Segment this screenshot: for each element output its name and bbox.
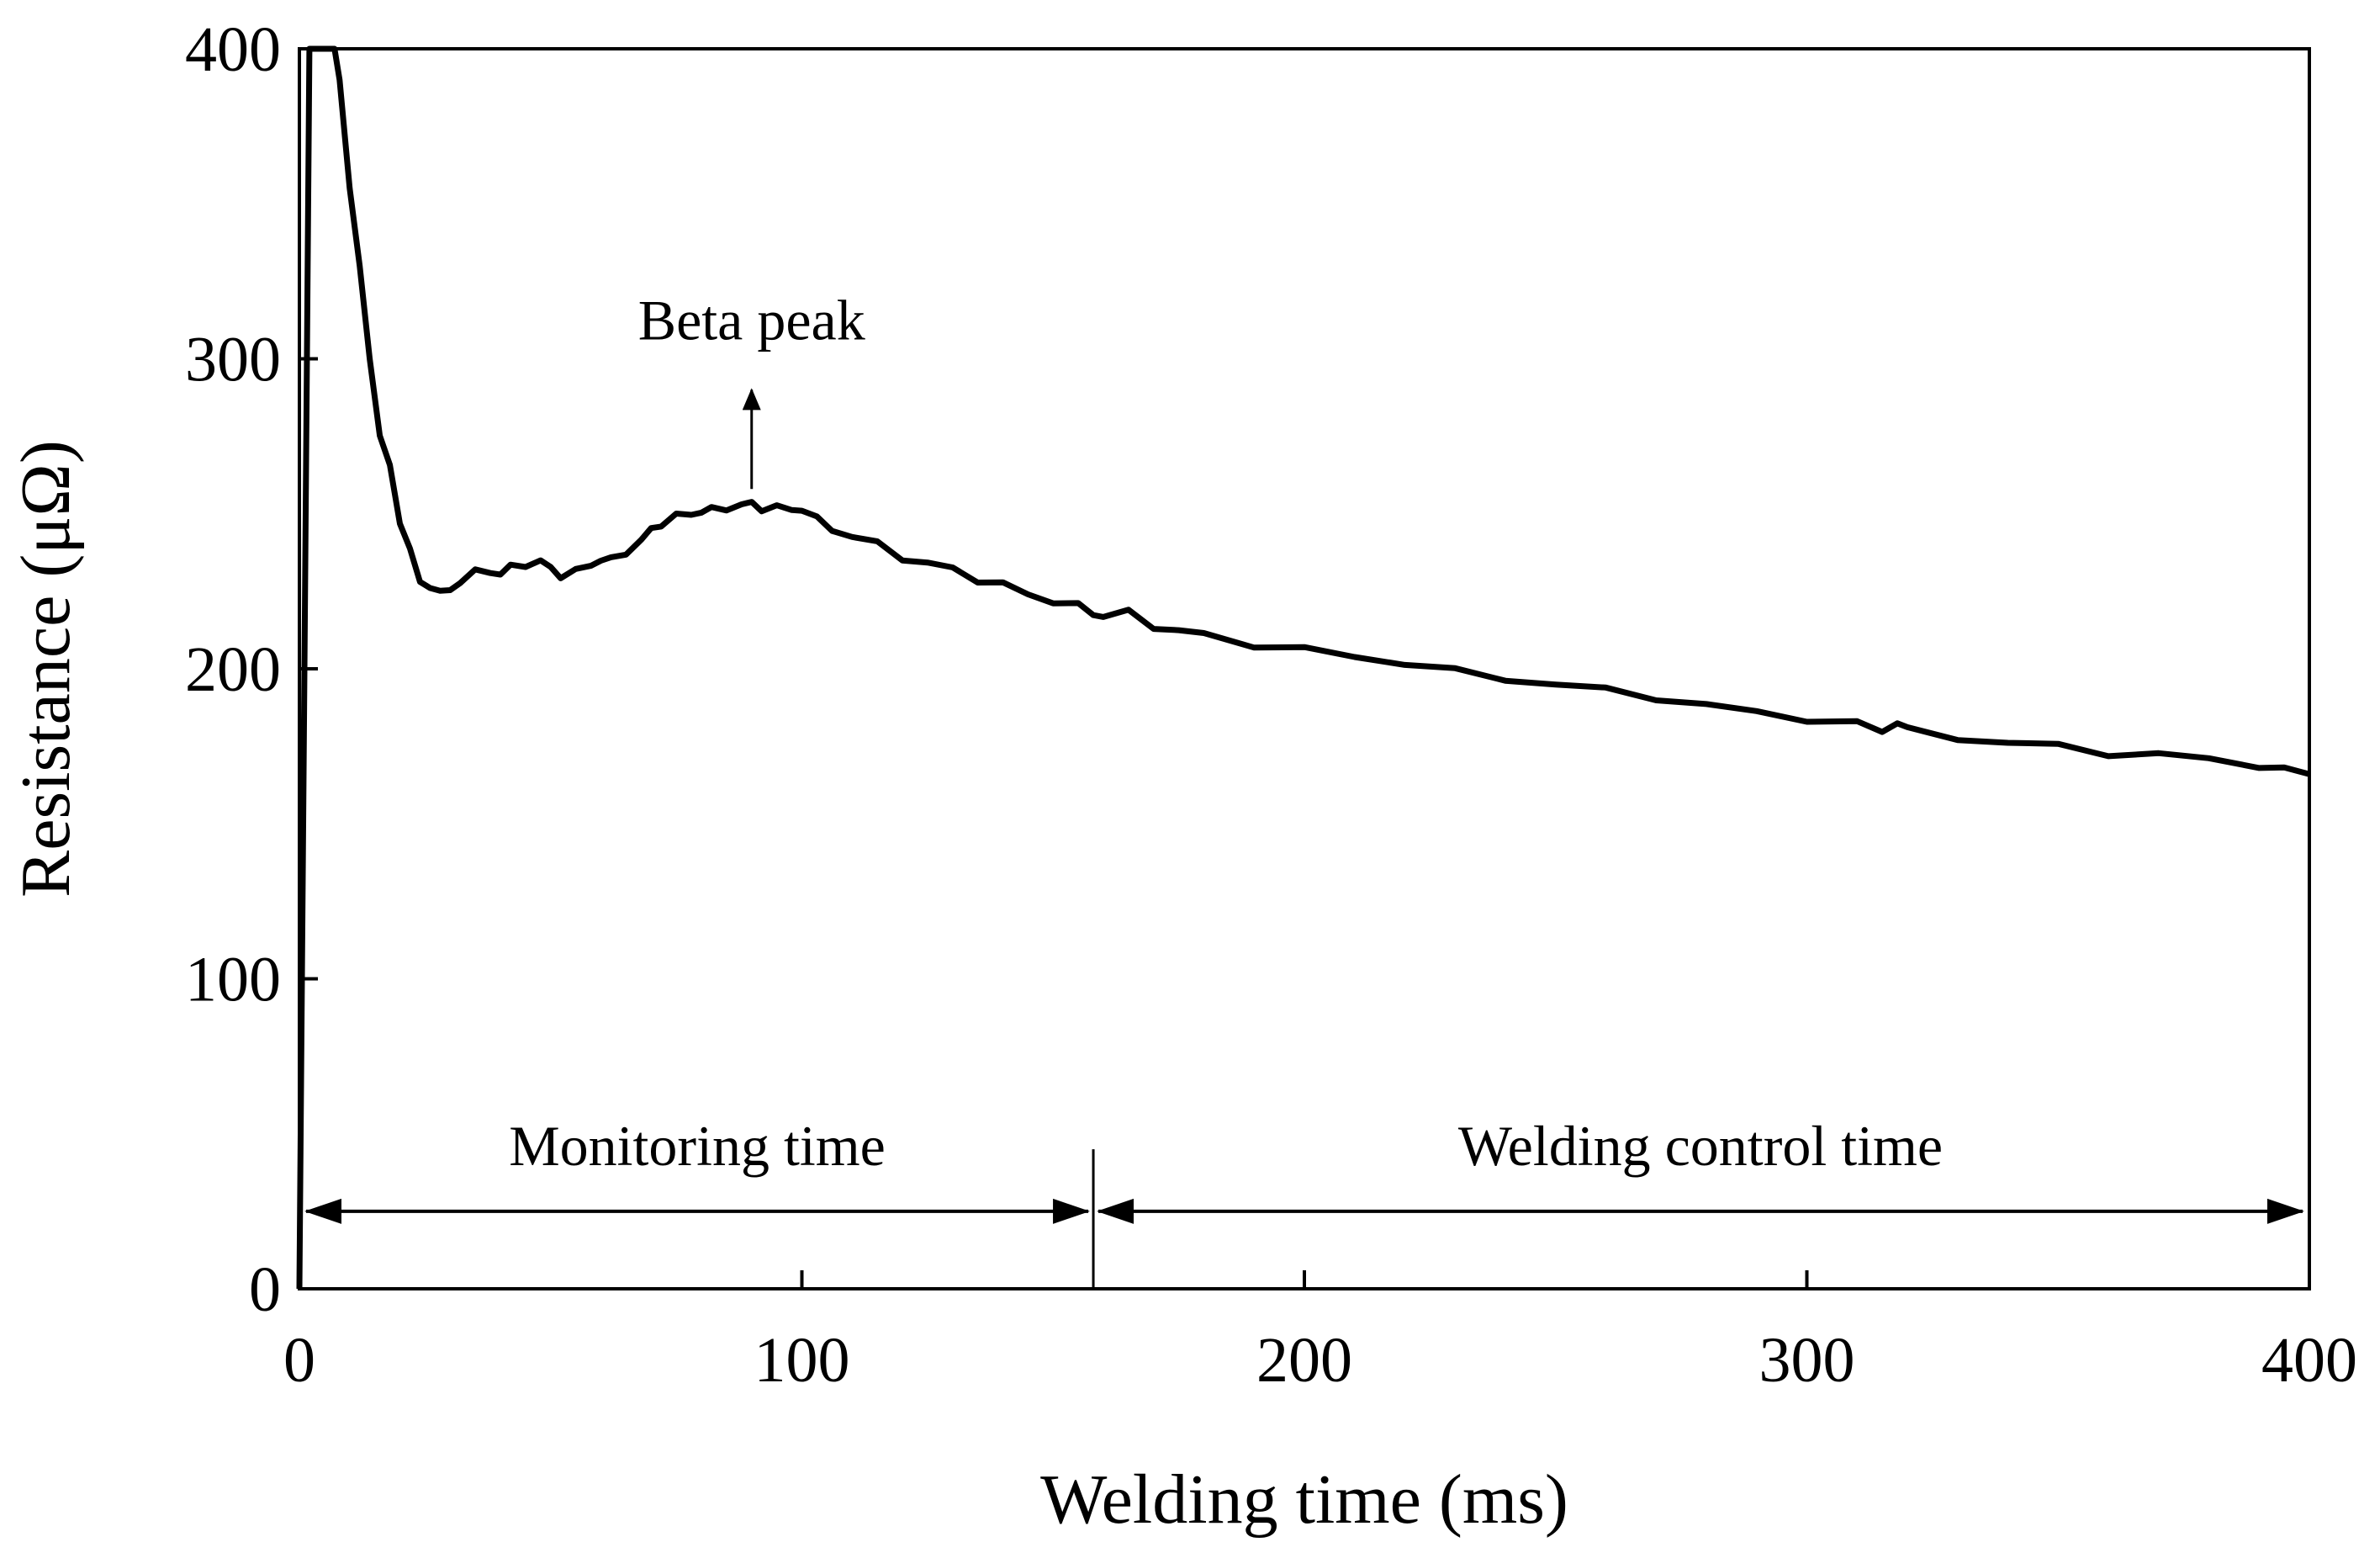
y-tick-label: 100 xyxy=(185,945,281,1015)
monitoring-time-label: Monitoring time xyxy=(509,1114,886,1178)
x-axis: 0 100 200 300 400 xyxy=(283,1270,2357,1396)
y-tick-label: 0 xyxy=(249,1254,281,1325)
x-tick-label: 400 xyxy=(2261,1325,2357,1396)
welding-control-time-label: Welding control time xyxy=(1458,1114,1943,1178)
x-tick-label: 300 xyxy=(1759,1325,1855,1396)
x-tick-label: 0 xyxy=(283,1325,315,1396)
y-tick-label: 400 xyxy=(185,14,281,85)
series-layer xyxy=(296,45,2310,1290)
plot-frame xyxy=(298,47,2311,1290)
annotation-layer: Beta peak Monitoring time Welding control … xyxy=(304,288,2304,1289)
y-tick-label: 300 xyxy=(185,325,281,395)
y-tick-label: 200 xyxy=(185,634,281,705)
beta-peak-label: Beta peak xyxy=(638,288,865,352)
y-axis-title: Resistance (μΩ) xyxy=(7,440,85,898)
x-axis-title: Welding time (ms) xyxy=(1040,1460,1568,1539)
x-tick-label: 200 xyxy=(1256,1325,1352,1396)
x-tick-label: 100 xyxy=(754,1325,850,1396)
y-axis: 0 100 200 300 400 xyxy=(185,14,318,1325)
series-line-resistance xyxy=(296,45,2310,1290)
